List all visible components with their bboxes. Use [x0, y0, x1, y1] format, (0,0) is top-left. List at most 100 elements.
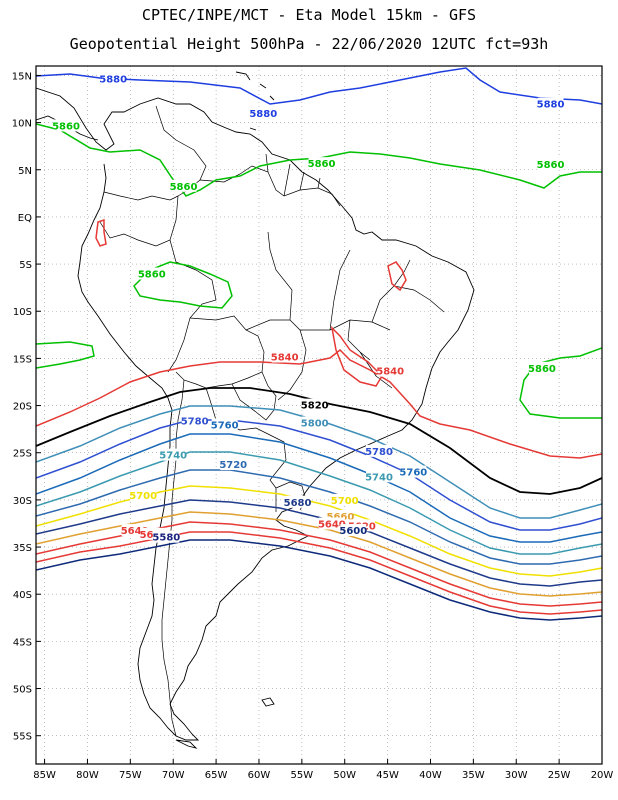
contour-label: 5700 — [129, 491, 157, 502]
contour-label-bg — [377, 364, 404, 377]
bolivia-borders — [175, 315, 265, 389]
contour-label: 5880 — [249, 109, 277, 120]
contour-label: 5640 — [318, 519, 346, 530]
contour-5840-pocket — [330, 325, 383, 387]
contour-label: 5840 — [271, 353, 299, 364]
axis-ticks: 85W 80W 75W 70W 65W 60W 55W 50W 45W 40W 35W 30W 25W 2… — [12, 71, 614, 781]
contour-label-bg — [366, 470, 393, 483]
contour-5600 — [36, 539, 602, 621]
contour-5860-north — [36, 123, 602, 197]
x-tick-label: 40W — [419, 770, 442, 781]
contour-label-bg — [301, 398, 328, 411]
y-tick-label: 35S — [13, 543, 32, 554]
contour-label: 5820 — [301, 401, 329, 412]
contour-label: 5860 — [308, 159, 336, 170]
contour-5880 — [36, 67, 602, 105]
y-tick-label: 10S — [13, 307, 32, 318]
contour-label: 5880 — [537, 100, 565, 111]
falklands — [261, 697, 275, 707]
contour-label: 5600 — [339, 526, 367, 537]
contour-label-bg — [400, 465, 427, 478]
contour-5800 — [36, 405, 602, 519]
contour-label: 5880 — [99, 74, 127, 85]
contour-label-bg — [53, 119, 80, 132]
y-tick-label: 5N — [18, 166, 32, 177]
contour-label: 5580 — [152, 533, 180, 544]
x-tick-label: 20W — [591, 770, 614, 781]
contour-label-bg — [250, 107, 277, 120]
x-tick-label: 80W — [76, 770, 99, 781]
y-tick-label: 15S — [13, 354, 32, 365]
y-tick-label: 25S — [13, 449, 32, 460]
coastline — [36, 71, 475, 749]
argentina-borders — [205, 387, 287, 512]
y-tick-label: 30S — [13, 496, 32, 507]
x-tick-label: 35W — [462, 770, 485, 781]
graticule — [36, 66, 603, 764]
contour-label-bg — [181, 414, 208, 427]
contour-5820 — [36, 387, 602, 495]
contour-5860-east — [519, 347, 602, 419]
contour-label: 5720 — [219, 460, 247, 471]
contour-label-bg — [308, 157, 335, 170]
contour-label-bg — [271, 350, 298, 363]
x-tick-label: 70W — [162, 770, 185, 781]
y-tick-label: 40S — [13, 590, 32, 601]
contour-labels: 5880 5880 5880 5860 5860 5860 5860 5860 5860 5840… — [52, 72, 565, 544]
title-line-2: Geopotential Height 500hPa - 22/06/2020 … — [69, 35, 549, 53]
x-tick-label: 50W — [333, 770, 356, 781]
y-tick-label: 20S — [13, 402, 32, 413]
contour-label: 5860 — [537, 160, 565, 171]
contour-label-bg — [100, 72, 127, 85]
contour-label: 5700 — [331, 496, 359, 507]
contour-5840-main — [36, 348, 602, 459]
contour-label-bg — [537, 158, 564, 171]
contour-label-bg — [327, 509, 354, 522]
contour-label-bg — [301, 416, 328, 429]
y-tick-label: 55S — [13, 732, 32, 743]
contour-5860-amazon — [133, 261, 233, 309]
x-tick-label: 55W — [291, 770, 314, 781]
contour-label: 5740 — [365, 472, 393, 483]
contour-label-bg — [284, 495, 311, 508]
x-tick-label: 85W — [33, 770, 56, 781]
contour-label-bg — [528, 361, 555, 374]
caribbean-islands — [235, 71, 275, 131]
contour-label: 5760 — [211, 420, 239, 431]
guianas-borders — [265, 153, 321, 197]
y-tick-label: EQ — [18, 213, 32, 224]
contour-label: 5860 — [170, 182, 198, 193]
y-tick-label: 45S — [13, 637, 32, 648]
contour-label-bg — [153, 530, 180, 543]
contour-label: 5740 — [159, 451, 187, 462]
contour-label-bg — [366, 444, 393, 457]
x-tick-label: 75W — [119, 770, 142, 781]
x-tick-label: 60W — [248, 770, 271, 781]
colombia-ecuador-peru-border — [99, 191, 179, 247]
paraguay-borders — [231, 371, 277, 421]
y-tick-label: 5S — [19, 260, 32, 271]
contour-label-bg — [220, 458, 247, 471]
contour-label-bg — [537, 97, 564, 110]
contour-label: 5860 — [138, 270, 166, 281]
x-tick-label: 25W — [548, 770, 571, 781]
contour-label: 5860 — [52, 121, 80, 132]
contour-label: 5660 — [327, 512, 355, 523]
contour-label-bg — [160, 448, 187, 461]
contour-label-bg — [211, 418, 238, 431]
contour-label: 5780 — [365, 447, 393, 458]
contour-label-bg — [130, 489, 157, 502]
contour-5840-north-pocket — [387, 261, 407, 292]
contour-label: 5840 — [376, 367, 404, 378]
contour-5780 — [36, 419, 602, 531]
south-america-coastline — [36, 87, 475, 741]
contour-label: 5800 — [301, 419, 329, 430]
contour-label-bg — [340, 524, 367, 537]
y-tick-label: 50S — [13, 685, 32, 696]
contour-5740 — [36, 451, 602, 555]
country-borders — [99, 105, 445, 737]
x-tick-label: 65W — [205, 770, 228, 781]
x-tick-label: 30W — [505, 770, 528, 781]
